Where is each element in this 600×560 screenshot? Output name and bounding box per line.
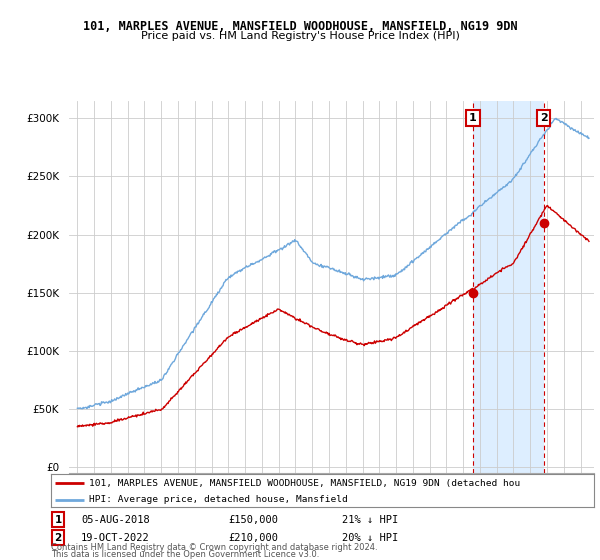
Text: 19-OCT-2022: 19-OCT-2022 [81, 533, 150, 543]
Text: 1: 1 [469, 113, 477, 123]
Text: £210,000: £210,000 [228, 533, 278, 543]
Bar [473, 101, 544, 473]
Text: 101, MARPLES AVENUE, MANSFIELD WOODHOUSE, MANSFIELD, NG19 9DN: 101, MARPLES AVENUE, MANSFIELD WOODHOUSE… [83, 20, 517, 32]
Text: 05-AUG-2018: 05-AUG-2018 [81, 515, 150, 525]
Text: This data is licensed under the Open Government Licence v3.0.: This data is licensed under the Open Gov… [51, 550, 319, 559]
Text: Contains HM Land Registry data © Crown copyright and database right 2024.: Contains HM Land Registry data © Crown c… [51, 543, 377, 552]
Text: £150,000: £150,000 [228, 515, 278, 525]
Text: HPI: Average price, detached house, Mansfield: HPI: Average price, detached house, Mans… [89, 495, 348, 504]
Text: 101, MARPLES AVENUE, MANSFIELD WOODHOUSE, MANSFIELD, NG19 9DN (detached hou: 101, MARPLES AVENUE, MANSFIELD WOODHOUSE… [89, 479, 520, 488]
Text: 20% ↓ HPI: 20% ↓ HPI [342, 533, 398, 543]
Text: 21% ↓ HPI: 21% ↓ HPI [342, 515, 398, 525]
Text: 2: 2 [55, 533, 62, 543]
Text: 1: 1 [55, 515, 62, 525]
Text: 2: 2 [540, 113, 548, 123]
Text: Price paid vs. HM Land Registry's House Price Index (HPI): Price paid vs. HM Land Registry's House … [140, 31, 460, 41]
